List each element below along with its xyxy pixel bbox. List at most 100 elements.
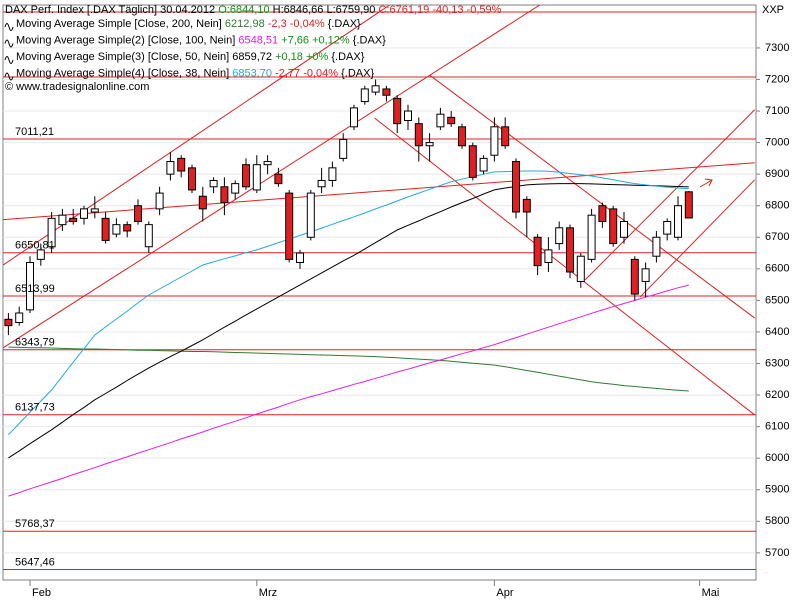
candle-body — [609, 208, 618, 245]
candle-body — [47, 217, 56, 248]
ma-line — [8, 346, 689, 392]
candle-body — [328, 167, 337, 181]
legend-entry: Moving Average Simple(3) [Close, 50, Nei… — [16, 51, 365, 63]
legend-symbol: {.DAX} — [341, 67, 374, 79]
legend-entry: Moving Average Simple(4) [Close, 38, Nei… — [16, 67, 374, 79]
candle-body — [555, 227, 564, 245]
candle-body — [587, 214, 596, 260]
candle-body — [414, 123, 423, 147]
y-tick-label: 7200 — [765, 73, 789, 85]
trend-line — [374, 117, 755, 416]
candle-body — [641, 268, 650, 282]
candle-body — [274, 173, 283, 185]
header: DAX Perf. Index [.DAX Täglich] 30.04.201… — [5, 4, 502, 16]
candle-body — [155, 192, 164, 210]
candle-body — [134, 205, 142, 222]
legend-value: 6859,72 — [232, 51, 272, 63]
candle-body — [458, 126, 466, 147]
level-label: 6137,73 — [15, 402, 55, 414]
candle-body — [479, 157, 488, 172]
y-tick-label: 6600 — [765, 263, 789, 275]
header-part: DAX Perf. Index [.DAX Täglich] — [5, 4, 157, 16]
x-tick-label: Mai — [702, 587, 720, 599]
legend-change: -2,3 -0,04% — [268, 18, 325, 30]
candle-body — [350, 107, 358, 128]
legend-entry: Moving Average Simple [Close, 200, Nein]… — [16, 18, 361, 30]
candle-body — [296, 252, 304, 264]
candle-body — [512, 161, 520, 213]
y-tick-label: 6800 — [765, 200, 789, 212]
legend-symbol: {.DAX} — [331, 51, 364, 63]
y-tick-label: 5900 — [765, 484, 789, 496]
candle-body — [436, 113, 445, 128]
trend-line — [3, 5, 390, 266]
y-tick-label: 6400 — [765, 326, 789, 338]
y-tick-label: 6000 — [765, 452, 789, 464]
arrow-head — [704, 178, 713, 187]
legend-change: +7,66 +0,12% — [281, 34, 350, 46]
ma-line — [8, 183, 689, 459]
candle-body — [252, 164, 261, 191]
legend-entry: Moving Average Simple(2) [Close, 100, Ne… — [16, 34, 386, 46]
candle-body — [4, 318, 13, 327]
candle-body — [58, 214, 67, 226]
candle-body — [263, 161, 272, 166]
level-label: 6343,79 — [15, 337, 55, 349]
overlay: DAX Perf. Index [.DAX Täglich] 30.04.201… — [4, 4, 502, 93]
candle-body — [36, 249, 45, 260]
axis-label: XXP — [762, 4, 784, 16]
legend-value: 6548,51 — [238, 34, 278, 46]
candle-body — [533, 236, 542, 267]
y-tick-label: 5700 — [765, 547, 789, 559]
legend-name: Moving Average Simple(4) [Close, 38, Nei… — [16, 67, 229, 79]
y-tick-label: 6300 — [765, 357, 789, 369]
legend-name: Moving Average Simple [Close, 200, Nein] — [16, 18, 222, 30]
arrow — [699, 179, 713, 188]
x-tick-label: Feb — [32, 587, 51, 599]
candle-body — [101, 217, 110, 241]
ma-line — [8, 170, 689, 436]
candle-body — [447, 116, 456, 125]
legend-change: +0,18 +0% — [275, 51, 328, 63]
header-part: O:6844,10 — [218, 4, 269, 16]
trend-line — [639, 179, 756, 298]
candle-body — [69, 217, 78, 222]
candle-body — [90, 208, 99, 213]
trend-line — [584, 109, 756, 281]
candle-body — [144, 224, 153, 248]
candle-body — [112, 224, 121, 235]
y-tick-label: 6500 — [765, 294, 789, 306]
header-part: C:6761,19 — [378, 4, 429, 16]
legend-value: 6212,98 — [225, 18, 265, 30]
candle-body — [285, 192, 294, 260]
candle-body — [630, 258, 639, 295]
plot-area — [2, 4, 757, 581]
candle-body — [339, 138, 348, 159]
level-label: 6650,81 — [15, 240, 55, 252]
legend-symbol: {.DAX} — [328, 18, 361, 30]
ma-line — [8, 284, 689, 497]
y-tick-label: 5800 — [765, 515, 789, 527]
y-tick-label: 7300 — [765, 42, 789, 54]
candle-body — [306, 192, 315, 238]
legend-value: 6853,70 — [232, 67, 272, 79]
level-label: 5768,37 — [15, 518, 55, 530]
candle-body — [80, 208, 88, 219]
candle-body — [123, 224, 132, 232]
level-label: 6513,99 — [15, 283, 55, 295]
candle-body — [177, 157, 186, 172]
candle-body — [231, 183, 240, 194]
header-part: H:6846,66 — [273, 4, 324, 16]
y-tick-label: 6100 — [765, 421, 789, 433]
candle-body — [317, 179, 326, 188]
candle-body — [198, 195, 207, 210]
candle-body — [598, 205, 607, 222]
candle-body — [371, 85, 380, 93]
candle-body — [15, 312, 24, 323]
x-tick-label: Mrz — [259, 587, 277, 599]
trend-line — [429, 74, 755, 319]
watermark: © www.tradesignalonline.com — [5, 81, 149, 93]
legend-icon — [4, 56, 14, 64]
